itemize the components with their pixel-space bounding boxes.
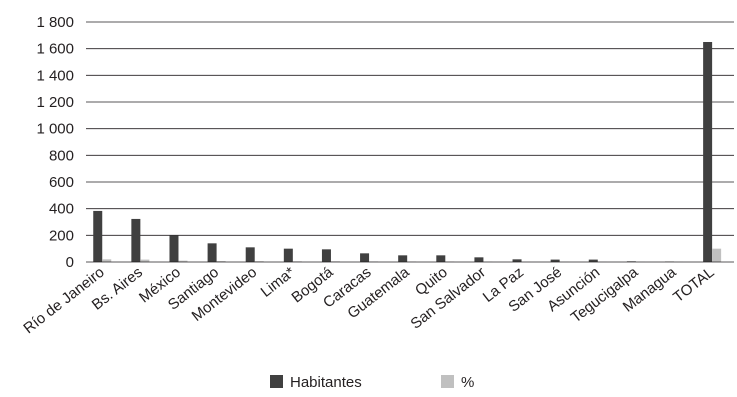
bars — [93, 42, 722, 262]
bar-habitantes — [512, 259, 522, 262]
y-tick-label: 1 800 — [36, 14, 74, 31]
bar-habitantes — [207, 243, 217, 262]
y-tick-label: 1 600 — [36, 41, 74, 58]
y-tick-label: 1 200 — [36, 94, 74, 111]
bar-habitantes — [169, 235, 179, 262]
bar-habitantes — [550, 259, 560, 262]
y-tick-label: 1 000 — [36, 121, 74, 138]
bar-habitantes — [398, 255, 408, 262]
bar-habitantes — [436, 255, 446, 262]
legend-label: Habitantes — [290, 374, 362, 391]
y-tick-label: 600 — [49, 174, 74, 191]
y-tick-label: 800 — [49, 147, 74, 164]
legend-label: % — [461, 374, 474, 391]
bar-percent — [102, 259, 112, 262]
y-tick-label: 0 — [66, 254, 74, 271]
bar-percent — [140, 259, 150, 262]
y-tick-label: 1 400 — [36, 67, 74, 84]
bar-habitantes — [360, 253, 370, 262]
bar-habitantes — [245, 247, 255, 262]
bar-habitantes — [93, 210, 103, 262]
bar-habitantes — [703, 42, 713, 262]
y-tick-label: 200 — [49, 227, 74, 244]
gridlines — [86, 21, 734, 236]
bar-habitantes — [321, 249, 331, 262]
bar-percent — [712, 248, 722, 262]
y-tick-label: 400 — [49, 201, 74, 218]
bar-percent — [178, 260, 188, 262]
bar-percent — [216, 261, 226, 262]
legend-swatch — [441, 375, 454, 388]
x-category-label: TOTAL — [670, 264, 717, 306]
bar-habitantes — [588, 259, 598, 262]
legend: Habitantes% — [270, 374, 474, 391]
bar-habitantes — [283, 248, 293, 262]
legend-swatch — [270, 375, 283, 388]
bar-habitantes — [474, 257, 484, 262]
y-axis-tick-labels: 0 200 400 600 800 1 000 1 200 1 400 1 600 1 800 — [36, 14, 74, 271]
bar-habitantes — [131, 218, 141, 262]
